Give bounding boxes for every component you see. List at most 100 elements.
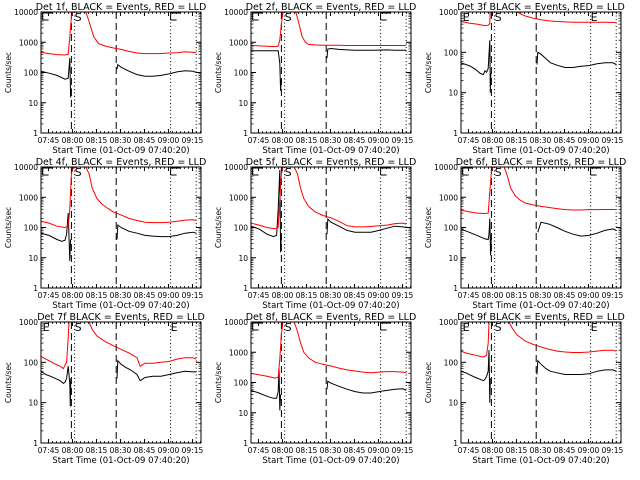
marker-bracket: [252, 12, 263, 20]
plot-frame: [460, 11, 622, 134]
x-tick-label: 08:15: [296, 291, 318, 300]
y-tick-label: 1000: [229, 193, 248, 202]
marker-bracket: [380, 167, 391, 175]
marker-label: E: [463, 321, 470, 334]
x-tick-label: 09:15: [392, 446, 414, 455]
x-tick-label: 07:45: [458, 446, 480, 455]
events-series-line: [461, 350, 617, 403]
y-tick-label: 1: [33, 439, 38, 448]
plot-frame: [460, 166, 622, 289]
x-axis-label: Start Time (01-Oct-09 07:40:20): [472, 301, 609, 311]
x-tick-label: 08:15: [86, 291, 108, 300]
y-tick-label: 10000: [224, 163, 248, 172]
y-tick-label: 100: [234, 379, 249, 388]
x-tick-label: 08:00: [272, 446, 294, 455]
y-tick-label: 100: [234, 224, 249, 233]
marker-bracket: [170, 12, 181, 20]
events-series-line: [251, 169, 407, 253]
y-tick-label: 1000: [229, 38, 248, 47]
y-tick-label: 10: [28, 99, 38, 108]
plot-frame: [40, 321, 202, 444]
y-axis-label: Counts/sec: [4, 52, 13, 93]
lld-series-line: [251, 322, 407, 379]
plot-frame: [250, 11, 412, 134]
panel-title: Det 4f, BLACK = Events, RED = LLD: [36, 157, 207, 168]
marker-bracket: [170, 167, 181, 175]
lld-series-line: [461, 167, 617, 215]
y-tick-label: 10: [448, 254, 458, 263]
detector-panel: Det 1f, BLACK = Events, RED = LLD Counts/…: [4, 2, 206, 156]
x-axis-label: Start Time (01-Oct-09 07:40:20): [52, 146, 189, 156]
x-tick-label: 08:30: [320, 136, 342, 145]
marker-label: E: [171, 321, 178, 334]
x-tick-label: 09:00: [578, 291, 600, 300]
x-tick-label: 07:45: [458, 136, 480, 145]
x-tick-label: 09:00: [368, 446, 390, 455]
y-tick-label: 100: [24, 358, 39, 367]
x-tick-label: 08:15: [506, 136, 528, 145]
x-tick-label: 08:45: [344, 291, 366, 300]
y-tick-label: 10: [28, 254, 38, 263]
detector-panel: Det 6f, BLACK = Events, RED = LLD Counts/…: [424, 157, 626, 311]
x-tick-label: 08:00: [482, 136, 504, 145]
x-axis-label: Start Time (01-Oct-09 07:40:20): [472, 146, 609, 156]
x-tick-label: 09:15: [602, 291, 624, 300]
detector-panel: Det 2f, BLACK = Events, RED = LLD Counts/…: [214, 2, 416, 156]
marker-bracket: [590, 167, 601, 175]
y-tick-label: 1: [33, 129, 38, 138]
events-series-line: [41, 359, 197, 407]
x-tick-label: 09:00: [368, 291, 390, 300]
marker-label: S: [495, 321, 502, 334]
marker-bracket: [462, 167, 473, 175]
marker-bracket: [252, 322, 263, 330]
y-tick-label: 1000: [439, 8, 458, 17]
y-tick-label: 1: [453, 439, 458, 448]
x-tick-label: 08:45: [134, 291, 156, 300]
marker-label: S: [285, 321, 292, 334]
y-axis-label: Counts/sec: [424, 362, 433, 403]
lld-series-line: [251, 12, 407, 48]
x-tick-label: 07:45: [38, 136, 60, 145]
panel-title: Det 9f BLACK = Events, RED = LLD: [457, 312, 625, 323]
y-tick-label: 1: [243, 129, 248, 138]
x-tick-label: 08:00: [62, 446, 84, 455]
x-tick-label: 08:45: [344, 446, 366, 455]
y-tick-label: 10000: [224, 8, 248, 17]
x-tick-label: 08:00: [482, 291, 504, 300]
y-tick-label: 1: [33, 284, 38, 293]
y-tick-label: 100: [444, 224, 459, 233]
x-axis-label: Start Time (01-Oct-09 07:40:20): [52, 456, 189, 466]
x-axis-label: Start Time (01-Oct-09 07:40:20): [262, 146, 399, 156]
y-tick-label: 1000: [229, 348, 248, 357]
x-tick-label: 09:15: [182, 291, 204, 300]
x-tick-label: 08:00: [62, 291, 84, 300]
x-tick-label: 08:45: [344, 136, 366, 145]
x-tick-label: 08:30: [320, 291, 342, 300]
lld-series-line: [461, 12, 617, 27]
x-tick-label: 08:30: [110, 446, 132, 455]
panel-title: Det 2f, BLACK = Events, RED = LLD: [246, 2, 417, 13]
y-tick-label: 10: [448, 89, 458, 98]
x-tick-label: 09:15: [182, 446, 204, 455]
x-tick-label: 09:00: [158, 291, 180, 300]
x-tick-label: 08:30: [530, 136, 552, 145]
marker-bracket: [380, 322, 391, 330]
lld-series-line: [251, 167, 407, 230]
x-tick-label: 07:45: [248, 446, 270, 455]
marker-label: E: [591, 321, 598, 334]
x-tick-label: 07:45: [248, 136, 270, 145]
y-tick-label: 1000: [439, 318, 458, 327]
events-series-line: [41, 213, 197, 261]
x-tick-label: 08:30: [110, 136, 132, 145]
x-tick-label: 09:15: [392, 136, 414, 145]
x-tick-label: 08:45: [554, 291, 576, 300]
x-axis-label: Start Time (01-Oct-09 07:40:20): [262, 456, 399, 466]
marker-label: E: [591, 11, 598, 24]
lld-series-line: [461, 322, 617, 358]
x-tick-label: 08:00: [62, 136, 84, 145]
lld-series-line: [41, 322, 197, 370]
y-tick-label: 10000: [224, 318, 248, 327]
detector-panel: Det 3f BLACK = Events, RED = LLD Counts/s…: [424, 2, 625, 156]
x-tick-label: 09:00: [368, 136, 390, 145]
